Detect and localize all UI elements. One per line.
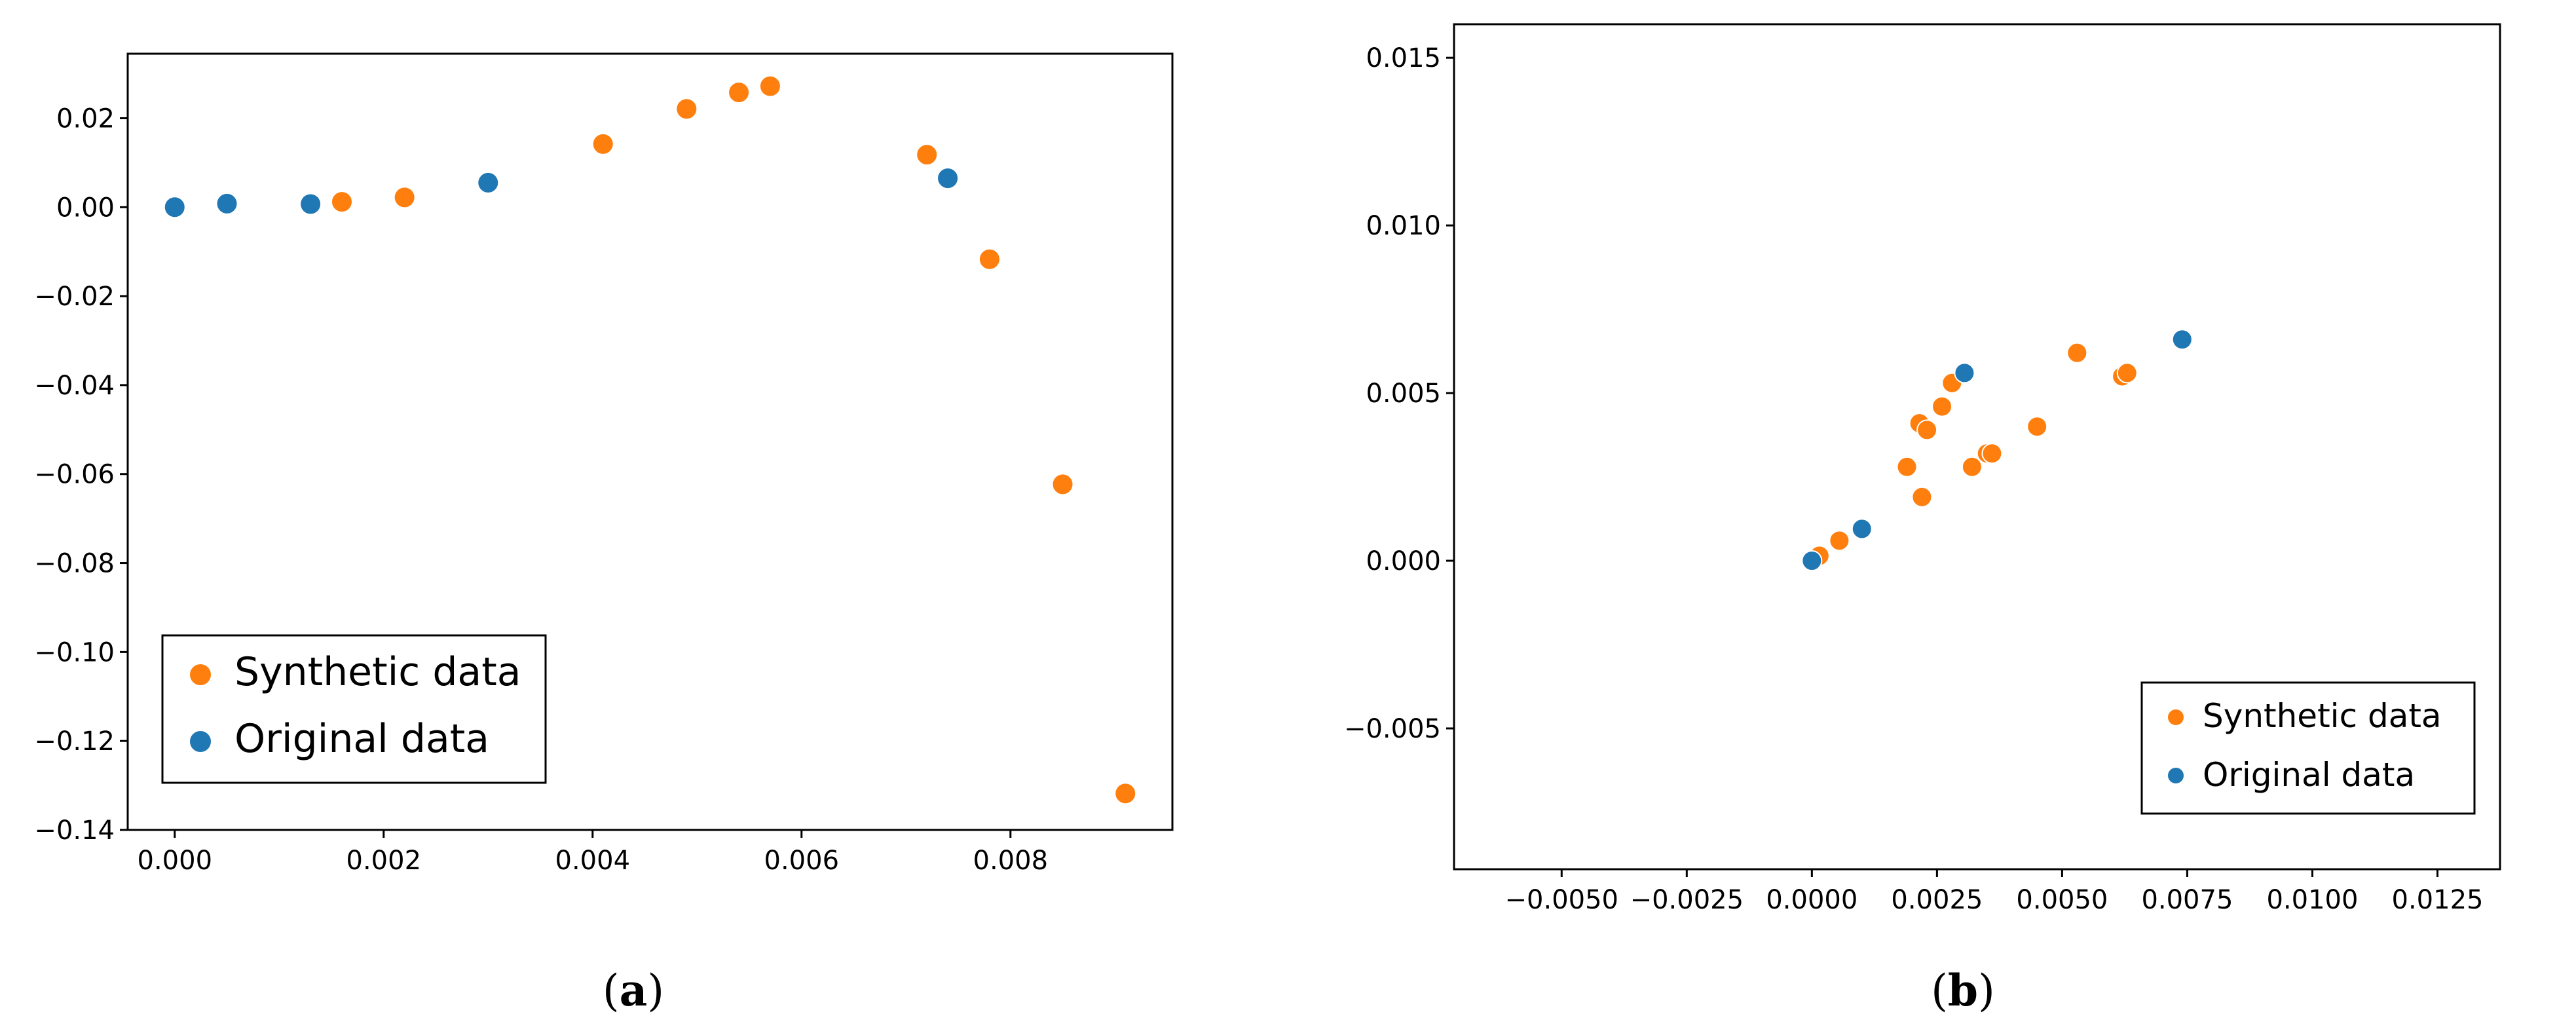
synthetic-data-point — [330, 191, 353, 214]
y-tick-label: −0.10 — [34, 637, 115, 667]
legend-label-original-b: Original data — [2203, 756, 2415, 794]
scatter-panel-a: 0.000 0.002 0.004 0.006 0.008 0.02 0.00 −0.02 −… — [34, 52, 1174, 1016]
legend-box-b — [2140, 681, 2476, 815]
y-tick-label: −0.06 — [34, 460, 115, 490]
original-data-point — [1954, 362, 1975, 384]
y-tick-label: 0.015 — [1366, 43, 1441, 73]
legend-marker-original-b — [2167, 766, 2185, 785]
x-tick-label: 0.008 — [973, 846, 1049, 876]
x-tick-label: 0.004 — [555, 846, 631, 876]
y-tick-label: −0.04 — [34, 371, 115, 401]
synthetic-data-point — [1932, 396, 1953, 417]
synthetic-data-point — [591, 132, 614, 155]
y-tick-label: 0.010 — [1366, 211, 1441, 241]
legend-b: Synthetic data Original data — [2140, 681, 2476, 815]
synthetic-data-point — [1051, 473, 1074, 496]
x-tick-label: 0.0100 — [2266, 885, 2358, 915]
y-tick-label: 0.005 — [1366, 379, 1441, 409]
y-tick-label: 0.02 — [56, 103, 115, 134]
y-axis-a: 0.02 0.00 −0.02 −0.04 −0.06 −0.08 −0.10 −0.12 −0… — [34, 103, 128, 846]
synthetic-data-point — [1916, 419, 1938, 441]
synthetic-data-point — [2026, 416, 2048, 438]
original-data-point — [937, 167, 960, 190]
synthetic-data-point — [1911, 486, 1933, 508]
legend-marker-synthetic-b — [2167, 708, 2185, 726]
legend-marker-synthetic-a — [189, 663, 212, 686]
legend-a: Synthetic data Original data — [161, 634, 547, 784]
x-axis-b: −0.0050 −0.0025 0.0000 0.0025 0.0050 0.0075 0.… — [1505, 869, 2484, 915]
legend-marker-original-a — [189, 730, 212, 753]
y-tick-label: −0.005 — [1344, 714, 1441, 744]
x-axis-a: 0.000 0.002 0.004 0.006 0.008 — [138, 830, 1049, 876]
synthetic-data-point — [728, 81, 751, 104]
y-tick-label: −0.02 — [34, 282, 115, 312]
synthetic-data-point — [1896, 456, 1918, 478]
plot-frame-b — [1453, 23, 2501, 871]
synthetic-data-point — [675, 98, 698, 121]
synthetic-data-point — [1114, 782, 1137, 805]
legend-label-original-a: Original data — [234, 716, 489, 762]
y-axis-b: 0.015 0.010 0.005 0.000 −0.005 — [1344, 43, 1454, 744]
y-tick-label: 0.000 — [1366, 546, 1441, 576]
plot-frame-a — [126, 52, 1174, 831]
x-tick-label: 0.0000 — [1766, 885, 1857, 915]
x-tick-label: −0.0025 — [1630, 885, 1744, 915]
legend-label-synthetic-b: Synthetic data — [2203, 697, 2442, 735]
synthetic-data-point — [2066, 342, 2088, 364]
y-tick-label: −0.14 — [34, 816, 115, 846]
original-data-point — [299, 193, 322, 216]
y-tick-label: −0.08 — [34, 549, 115, 579]
scatter-panel-b: −0.0050 −0.0025 0.0000 0.0025 0.0050 0.0075 0.… — [1344, 23, 2501, 1016]
y-tick-label: −0.12 — [34, 726, 115, 757]
synthetic-data-point — [2116, 362, 2138, 384]
original-data-point — [1851, 518, 1873, 540]
caption-b: (b) — [1931, 965, 1995, 1016]
synthetic-data-point — [758, 75, 781, 98]
legend-label-synthetic-a: Synthetic data — [234, 649, 521, 695]
synthetic-data-point — [1829, 530, 1850, 552]
x-tick-label: 0.000 — [138, 846, 213, 876]
synthetic-data-point — [916, 143, 939, 166]
synthetic-data-point — [978, 248, 1001, 271]
x-tick-label: −0.0050 — [1505, 885, 1618, 915]
caption-a: (a) — [603, 965, 664, 1016]
points-b — [1801, 329, 2193, 572]
y-tick-label: 0.00 — [56, 193, 115, 223]
x-tick-label: 0.006 — [764, 846, 840, 876]
original-data-point — [2171, 329, 2193, 350]
original-data-point — [477, 171, 500, 194]
synthetic-data-point — [1961, 456, 1983, 478]
legend-box-a — [161, 634, 547, 784]
x-tick-label: 0.0075 — [2141, 885, 2233, 915]
x-tick-label: 0.0125 — [2392, 885, 2484, 915]
x-tick-label: 0.002 — [346, 846, 422, 876]
x-tick-label: 0.0025 — [1891, 885, 1983, 915]
x-tick-label: 0.0050 — [2016, 885, 2108, 915]
original-data-point — [1801, 550, 1823, 572]
original-data-point — [215, 192, 238, 215]
synthetic-data-point — [393, 186, 416, 209]
points-a — [163, 75, 1137, 805]
synthetic-data-point — [1981, 443, 2003, 464]
original-data-point — [163, 196, 186, 219]
